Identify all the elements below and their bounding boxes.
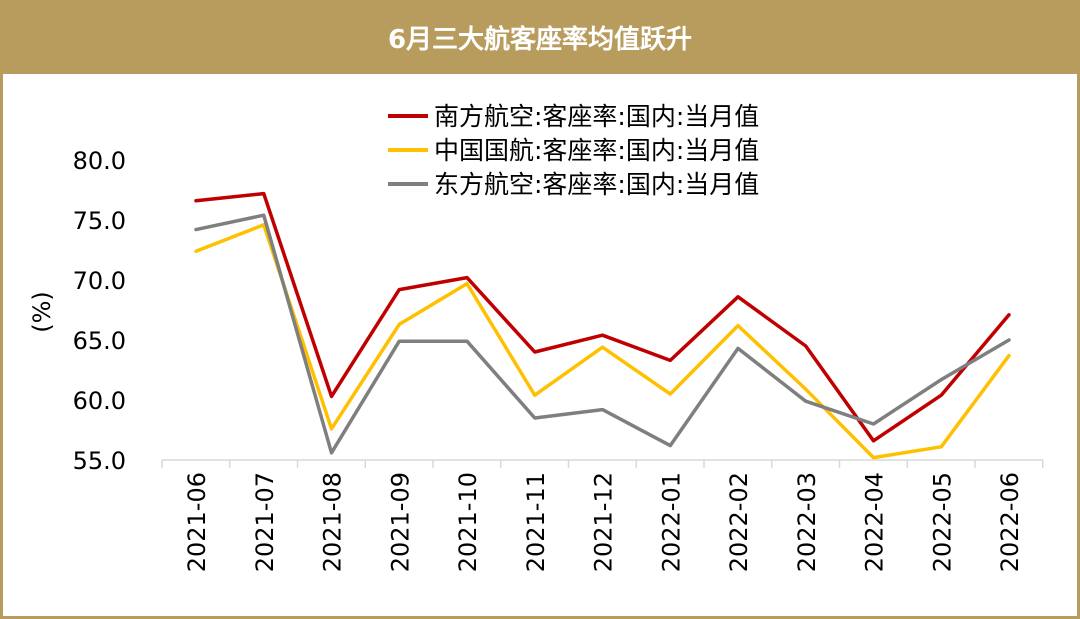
x-tick-label: 2021-08 [319, 472, 347, 572]
legend-label: 南方航空:客座率:国内:当月值 [434, 102, 759, 131]
plot-area [3, 74, 1077, 616]
series-line-1 [194, 191, 1011, 443]
x-tick-label: 2021-06 [183, 472, 211, 572]
y-tick-label: 75.0 [73, 207, 126, 235]
legend-label: 中国国航:客座率:国内:当月值 [434, 136, 759, 165]
x-tick-label: 2022-02 [725, 472, 753, 572]
x-tick-label: 2022-01 [657, 472, 685, 572]
x-tick-label: 2021-07 [251, 472, 279, 572]
x-tick-label: 2021-10 [454, 472, 482, 572]
y-tick-label: 80.0 [73, 147, 126, 175]
y-axis-label: (%) [28, 291, 56, 333]
x-tick-label: 2022-04 [861, 472, 889, 572]
y-tick-label: 70.0 [73, 267, 126, 295]
legend-label: 东方航空:客座率:国内:当月值 [434, 170, 759, 199]
chart-title: 6月三大航客座率均值跃升 [387, 24, 693, 55]
y-tick-label: 65.0 [73, 327, 126, 355]
x-tick-label: 2022-06 [996, 472, 1024, 572]
y-tick-label: 55.0 [73, 447, 126, 475]
series-line-2 [194, 223, 1011, 460]
x-tick-label: 2022-05 [928, 472, 956, 572]
y-tick-label: 60.0 [73, 387, 126, 415]
x-tick-label: 2021-09 [386, 472, 414, 572]
x-tick-label: 2021-12 [590, 472, 618, 572]
x-tick-label: 2022-03 [793, 472, 821, 572]
x-tick-label: 2021-11 [522, 472, 550, 572]
series-line-3 [194, 213, 1011, 455]
